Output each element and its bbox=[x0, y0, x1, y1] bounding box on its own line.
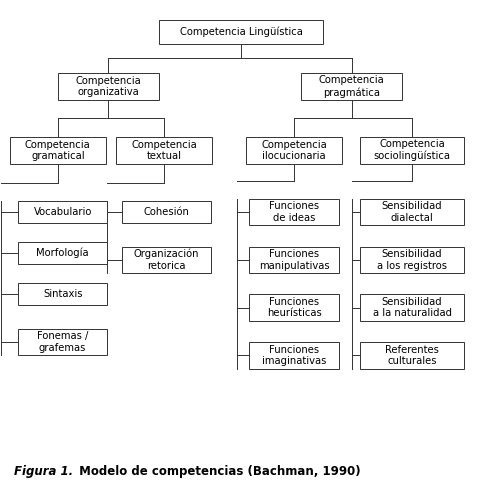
FancyBboxPatch shape bbox=[250, 246, 338, 273]
Text: Sensibilidad
a los registros: Sensibilidad a los registros bbox=[377, 249, 447, 270]
Text: Competencia
gramatical: Competencia gramatical bbox=[25, 140, 91, 161]
Text: Modelo de competencias (Bachman, 1990): Modelo de competencias (Bachman, 1990) bbox=[75, 465, 361, 478]
FancyBboxPatch shape bbox=[301, 73, 402, 100]
FancyBboxPatch shape bbox=[18, 201, 107, 223]
FancyBboxPatch shape bbox=[250, 342, 338, 368]
Text: Morfología: Morfología bbox=[36, 247, 89, 258]
FancyBboxPatch shape bbox=[121, 246, 211, 273]
Text: Competencia
sociolingüística: Competencia sociolingüística bbox=[374, 139, 451, 162]
Text: Figura 1.: Figura 1. bbox=[14, 465, 74, 478]
Text: Referentes
culturales: Referentes culturales bbox=[385, 344, 439, 366]
Text: Cohesión: Cohesión bbox=[143, 207, 189, 217]
FancyBboxPatch shape bbox=[250, 294, 338, 321]
Text: Sensibilidad
dialectal: Sensibilidad dialectal bbox=[382, 201, 442, 222]
Text: Funciones
manipulativas: Funciones manipulativas bbox=[259, 249, 329, 270]
Text: Funciones
de ideas: Funciones de ideas bbox=[269, 201, 319, 222]
FancyBboxPatch shape bbox=[360, 198, 464, 225]
FancyBboxPatch shape bbox=[159, 20, 323, 44]
FancyBboxPatch shape bbox=[250, 198, 338, 225]
FancyBboxPatch shape bbox=[18, 283, 107, 305]
Text: Competencia
textual: Competencia textual bbox=[131, 140, 197, 161]
FancyBboxPatch shape bbox=[18, 242, 107, 264]
Text: Vocabulario: Vocabulario bbox=[33, 207, 92, 217]
Text: Sintaxis: Sintaxis bbox=[43, 289, 82, 299]
FancyBboxPatch shape bbox=[18, 329, 107, 355]
FancyBboxPatch shape bbox=[58, 73, 159, 100]
FancyBboxPatch shape bbox=[116, 137, 212, 164]
Text: Organización
retorica: Organización retorica bbox=[134, 249, 199, 271]
FancyBboxPatch shape bbox=[360, 294, 464, 321]
Text: Funciones
heurísticas: Funciones heurísticas bbox=[267, 297, 321, 318]
FancyBboxPatch shape bbox=[360, 246, 464, 273]
Text: Fonemas /
grafemas: Fonemas / grafemas bbox=[37, 331, 88, 353]
Text: Sensibilidad
a la naturalidad: Sensibilidad a la naturalidad bbox=[373, 297, 452, 318]
FancyBboxPatch shape bbox=[121, 201, 211, 223]
Text: Competencia
ilocucionaria: Competencia ilocucionaria bbox=[261, 140, 327, 161]
FancyBboxPatch shape bbox=[360, 137, 464, 164]
Text: Competencia
pragmática: Competencia pragmática bbox=[319, 75, 385, 98]
FancyBboxPatch shape bbox=[360, 342, 464, 368]
Text: Competencia Lingüística: Competencia Lingüística bbox=[180, 26, 302, 37]
FancyBboxPatch shape bbox=[246, 137, 342, 164]
FancyBboxPatch shape bbox=[10, 137, 106, 164]
Text: Competencia
organizativa: Competencia organizativa bbox=[76, 76, 141, 98]
Text: Funciones
imaginativas: Funciones imaginativas bbox=[262, 344, 326, 366]
